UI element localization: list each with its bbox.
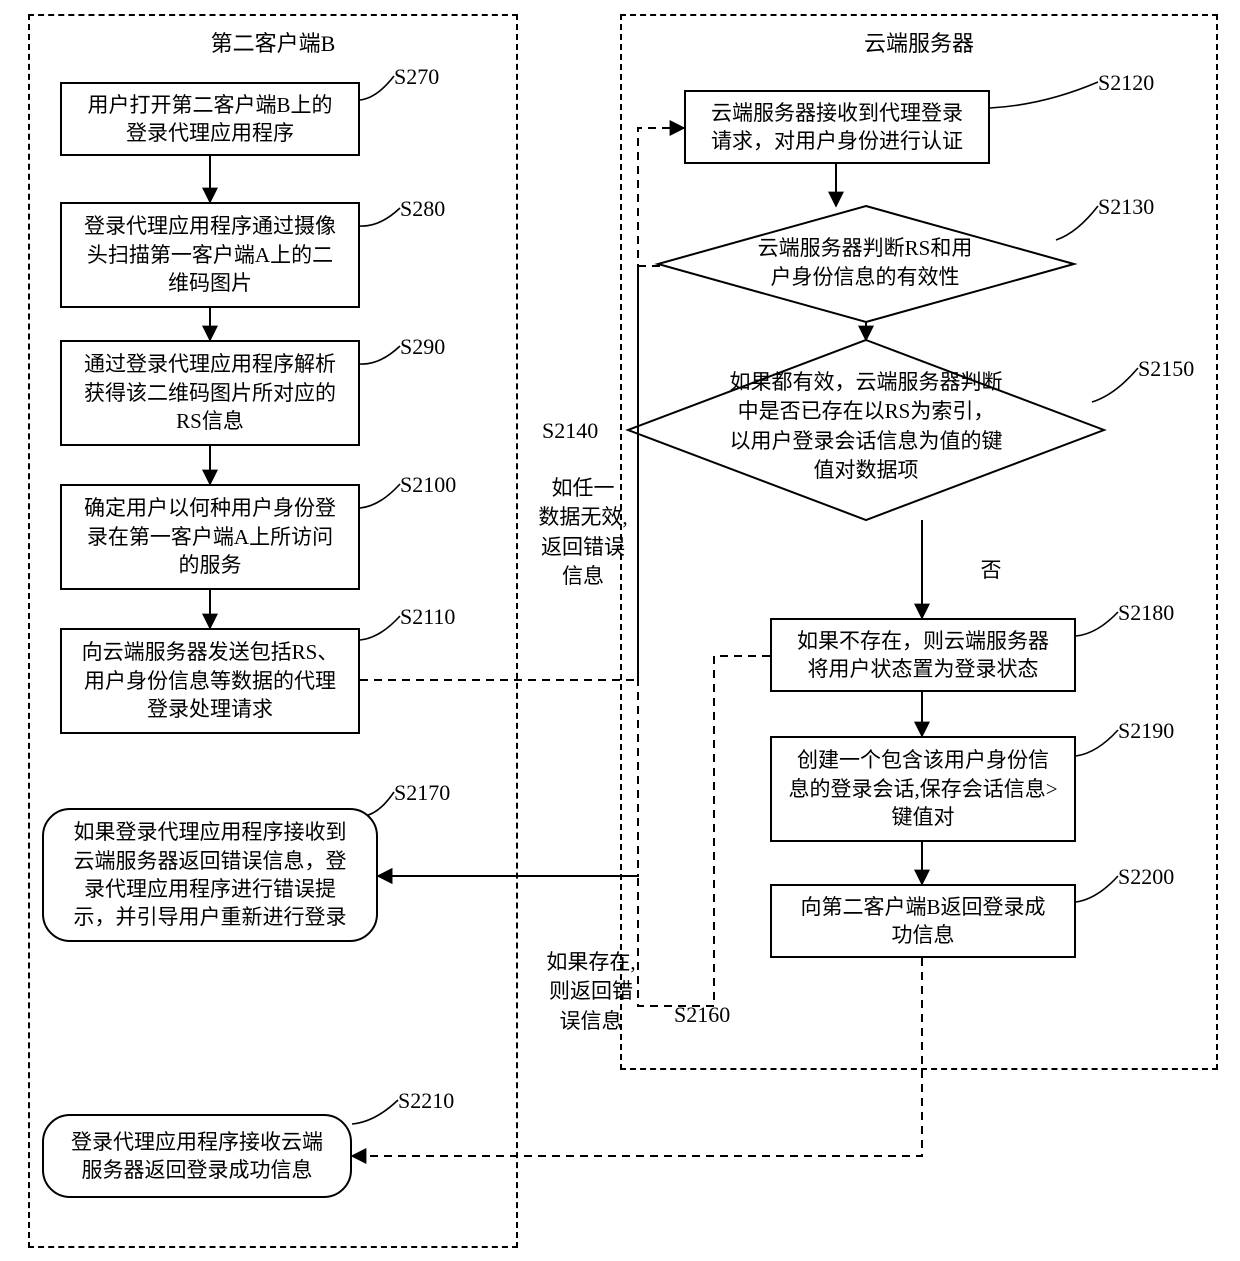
label-s2190: S2190 [1118,718,1174,744]
label-s2140: S2140 [542,418,598,444]
node-s2190: 创建一个包含该用户身份信息的登录会话,保存会话信息>键值对 [770,736,1076,842]
label-s2160: S2160 [674,1002,730,1028]
node-s280: 登录代理应用程序通过摄像头扫描第一客户端A上的二维码图片 [60,202,360,308]
node-s2170: 如果登录代理应用程序接收到云端服务器返回错误信息，登录代理应用程序进行错误提示，… [42,808,378,942]
node-s2110-text: 向云端服务器发送包括RS、用户身份信息等数据的代理登录处理请求 [82,638,339,723]
node-s290: 通过登录代理应用程序解析获得该二维码图片所对应的RS信息 [60,340,360,446]
node-s2200-text: 向第二客户端B返回登录成功信息 [800,893,1045,950]
text-no: 否 [976,556,1006,585]
label-s2120: S2120 [1098,70,1154,96]
node-s2200: 向第二客户端B返回登录成功信息 [770,884,1076,958]
label-s270: S270 [394,64,439,90]
flowchart-canvas: 第二客户端B 云端服务器 用户打开第二客户端B上的登录代理应用程序 登录代理应用… [0,0,1240,1261]
text-s2160: 如果存在,则返回错误信息 [536,948,646,1036]
node-s2100-text: 确定用户以何种用户身份登录在第一客户端A上所访问的服务 [84,494,336,579]
label-s2130: S2130 [1098,194,1154,220]
node-s2190-text: 创建一个包含该用户身份信息的登录会话,保存会话信息>键值对 [780,746,1066,831]
node-s270: 用户打开第二客户端B上的登录代理应用程序 [60,82,360,156]
label-s2200: S2200 [1118,864,1174,890]
label-s2150: S2150 [1138,356,1194,382]
container-right-title: 云端服务器 [622,26,1216,58]
node-s2100: 确定用户以何种用户身份登录在第一客户端A上所访问的服务 [60,484,360,590]
label-s2210: S2210 [398,1088,454,1114]
label-s2100: S2100 [400,472,456,498]
text-s2140: 如任一数据无效,返回错误信息 [528,474,638,592]
node-s2180: 如果不存在，则云端服务器将用户状态置为登录状态 [770,618,1076,692]
label-s2170: S2170 [394,780,450,806]
label-s2180: S2180 [1118,600,1174,626]
node-s2120: 云端服务器接收到代理登录请求，对用户身份进行认证 [684,90,990,164]
node-s2170-text: 如果登录代理应用程序接收到云端服务器返回错误信息，登录代理应用程序进行错误提示，… [74,818,347,931]
node-s270-text: 用户打开第二客户端B上的登录代理应用程序 [87,91,332,148]
text-s2150: 如果都有效，云端服务器判断中是否已存在以RS为索引，以用户登录会话信息为值的键值… [696,368,1036,486]
text-s2130: 云端服务器判断RS和用户身份信息的有效性 [720,234,1010,293]
node-s2210-text: 登录代理应用程序接收云端服务器返回登录成功信息 [71,1128,323,1185]
node-s2210: 登录代理应用程序接收云端服务器返回登录成功信息 [42,1114,352,1198]
node-s290-text: 通过登录代理应用程序解析获得该二维码图片所对应的RS信息 [84,350,336,435]
node-s2110: 向云端服务器发送包括RS、用户身份信息等数据的代理登录处理请求 [60,628,360,734]
container-left-title: 第二客户端B [30,26,516,58]
node-s2180-text: 如果不存在，则云端服务器将用户状态置为登录状态 [797,627,1049,684]
node-s2120-text: 云端服务器接收到代理登录请求，对用户身份进行认证 [711,99,963,156]
label-s280: S280 [400,196,445,222]
label-s2110: S2110 [400,604,455,630]
label-s290: S290 [400,334,445,360]
node-s280-text: 登录代理应用程序通过摄像头扫描第一客户端A上的二维码图片 [84,212,336,297]
